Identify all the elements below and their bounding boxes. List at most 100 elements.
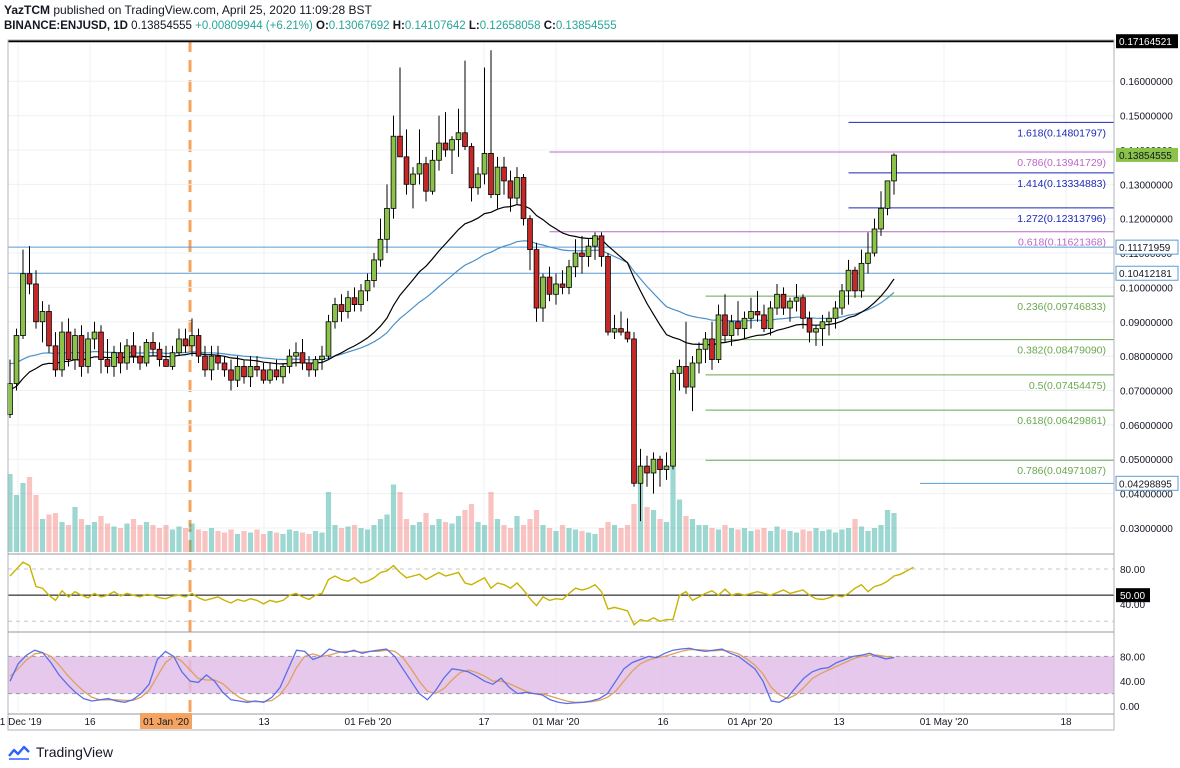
candle-body	[754, 311, 761, 316]
volume-bar	[657, 519, 663, 552]
y-tick-label: 0.07000000	[1120, 386, 1173, 397]
volume-bar	[228, 529, 234, 552]
y-tick-label: 0.09000000	[1120, 318, 1173, 329]
candle-body	[553, 283, 559, 295]
candle-body	[676, 366, 683, 374]
candle-body	[104, 359, 111, 367]
candle-body	[722, 314, 728, 336]
volume-bar	[13, 495, 20, 552]
volume-bar	[182, 528, 189, 552]
open-label: O:	[316, 20, 329, 32]
candle-body	[397, 135, 403, 158]
candle-body	[390, 135, 397, 209]
stoch-rsi-pane	[8, 647, 1114, 705]
volume-bar	[540, 525, 546, 552]
volume-bar	[624, 525, 631, 552]
candle-body	[267, 369, 273, 381]
fib-level-label: 0.786(0.13941729)	[1017, 157, 1106, 169]
volume-bar	[7, 474, 13, 552]
candle-body	[514, 177, 520, 199]
volume-bar	[26, 477, 33, 552]
volume-bar	[364, 529, 371, 552]
publisher-name[interactable]: YazTCM	[4, 3, 51, 17]
fib-level-label: 1.414(0.13334883)	[1017, 178, 1106, 190]
candle-body	[748, 311, 754, 319]
fib-level-label: 1.272(0.12313796)	[1017, 213, 1106, 225]
candle-body	[423, 163, 429, 192]
volume-bar	[410, 525, 416, 552]
volume-bar	[215, 531, 221, 552]
volume-bar	[189, 523, 195, 552]
candle-body	[358, 290, 364, 305]
candle-body	[761, 314, 767, 330]
volume-bar	[813, 528, 819, 552]
volume-bar	[488, 492, 494, 552]
volume-bar	[644, 507, 650, 552]
tradingview-logo[interactable]: TradingView	[8, 744, 113, 760]
volume-bar	[46, 514, 52, 552]
volume-bar	[676, 499, 683, 552]
volume-bar	[884, 510, 891, 552]
candle-body	[774, 293, 780, 309]
fib-level-label: 0.382(0.08479090)	[1017, 345, 1106, 357]
volume-bar	[85, 525, 91, 552]
time-axis[interactable]: 01 Dec '19 16 01 Jan '20 13 01 Feb '20 17 01 M…	[0, 713, 1072, 729]
candle-body	[429, 159, 436, 192]
volume-bar	[806, 531, 813, 552]
y-tick-label: 0.05000000	[1120, 455, 1173, 466]
volume-bar	[260, 534, 267, 552]
volume-bar	[429, 525, 436, 552]
volume-bar	[416, 522, 423, 552]
y-tick-label: 0.12000000	[1120, 215, 1173, 226]
candle-body	[332, 304, 338, 323]
volume-bar	[280, 534, 286, 552]
candle-body	[891, 154, 897, 182]
high-value: 0.14107642	[404, 20, 466, 32]
volume-bar	[351, 525, 358, 552]
fib-level-labels: 1.618(0.14801797) 0.786(0.13941729) 1.414(…	[1017, 127, 1106, 477]
chart-frame	[7, 39, 1115, 731]
candle-body	[371, 259, 377, 281]
candle-body	[98, 331, 104, 360]
candle-body	[884, 180, 891, 209]
candle-body	[150, 341, 156, 350]
volume-bar	[852, 519, 858, 552]
candle-body	[546, 276, 553, 295]
price-axis[interactable]: 0.160000000.150000000.140000000.13000000…	[1115, 34, 1179, 713]
volume-bar	[59, 522, 65, 552]
volume-bar	[572, 529, 579, 552]
candle-body	[254, 366, 260, 371]
candle-body	[111, 352, 117, 367]
candle-body	[345, 297, 351, 312]
volume-bar	[514, 516, 520, 552]
tradingview-logo-icon	[8, 744, 30, 760]
candle-body	[735, 321, 741, 330]
candle-body	[631, 338, 637, 484]
volume-bar	[33, 495, 39, 552]
candle-body	[91, 331, 98, 340]
price-label-bg	[1115, 475, 1179, 491]
volume-bar	[722, 525, 728, 552]
volume-bar	[117, 528, 124, 552]
volume-bar	[111, 526, 117, 552]
candle-body	[319, 355, 325, 360]
candle-body	[234, 366, 241, 381]
fib-level-label: 0.618(0.11621368)	[1018, 237, 1106, 249]
y-tick-label: 0.08000000	[1120, 352, 1173, 363]
price-label-bg	[1116, 34, 1178, 49]
volume-bar	[767, 531, 774, 552]
candle-body	[696, 348, 702, 364]
price-chart[interactable]: 1.618(0.14801797) 0.786(0.13941729) 1.414(…	[0, 0, 1180, 738]
candle-body	[715, 314, 722, 360]
volume-bar	[104, 523, 111, 552]
low-label: L:	[468, 20, 480, 32]
candle-body	[189, 335, 195, 347]
rsi-tick-label: 40.00	[1120, 600, 1145, 611]
volume-bar	[871, 528, 878, 552]
volume-bar	[566, 528, 572, 552]
fib-level-label: 0.618(0.06429861)	[1017, 415, 1106, 427]
price-label: 0.13854555	[1119, 151, 1172, 162]
candle-body	[169, 352, 176, 367]
volume-bar	[670, 462, 676, 552]
candle-body	[286, 355, 293, 367]
